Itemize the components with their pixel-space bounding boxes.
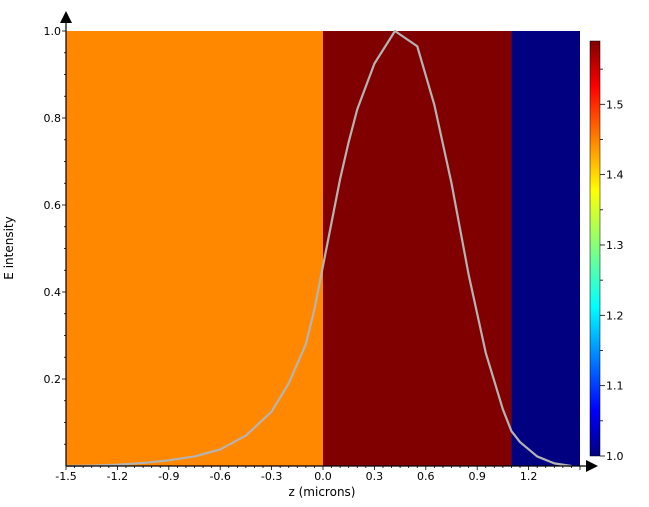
x-axis-ticks: -1.5 -1.2 -0.9 -0.6 -0.3 0.0 0.3 0.6 0.9 1.2 <box>55 466 581 483</box>
data-point <box>468 274 470 276</box>
y-tick-label: 0.8 <box>44 112 62 125</box>
x-tick-label: 1.2 <box>520 470 538 483</box>
intensity-curve-layer <box>65 29 573 468</box>
x-axis-label: z (microns) <box>289 485 356 499</box>
x-tick-label: 0.9 <box>468 470 486 483</box>
data-point <box>339 178 341 180</box>
y-axis-label: E intensity <box>2 216 16 279</box>
data-point <box>502 408 504 411</box>
data-point <box>330 221 333 223</box>
data-point <box>271 411 273 413</box>
data-point <box>322 265 324 267</box>
data-point <box>313 308 316 310</box>
data-point <box>245 434 247 437</box>
data-point <box>348 141 350 143</box>
colorbar-tick-label: 1.4 <box>606 169 624 182</box>
data-point <box>394 30 396 32</box>
data-point <box>356 108 358 110</box>
data-point <box>450 182 453 184</box>
y-tick-label: 0.2 <box>44 373 62 386</box>
colorbar-tick-label: 1.1 <box>606 380 624 393</box>
colorbar: 1.0 1.1 1.2 1.3 1.4 1.5 <box>589 40 624 463</box>
x-tick-label: 0.6 <box>417 470 435 483</box>
x-tick-label: 0.0 <box>314 470 332 483</box>
region-1 <box>323 31 512 466</box>
axes <box>60 11 598 472</box>
data-point <box>219 448 221 451</box>
data-point <box>373 63 375 65</box>
x-tick-label: -0.3 <box>261 470 282 483</box>
region-0 <box>66 31 323 466</box>
data-point <box>288 382 290 384</box>
colorbar-tick-label: 1.0 <box>606 450 624 463</box>
data-point <box>536 455 538 458</box>
x-tick-label: -0.9 <box>158 470 179 483</box>
y-tick-label: 0.6 <box>44 199 62 212</box>
colorbar-tick-label: 1.3 <box>606 239 624 252</box>
data-point <box>553 462 555 464</box>
intensity-curve <box>65 29 572 468</box>
data-point <box>305 343 307 345</box>
data-point <box>519 441 521 443</box>
y-tick-label: 0.4 <box>44 286 62 299</box>
x-tick-label: -0.6 <box>209 470 230 483</box>
colorbar-ticks: 1.0 1.1 1.2 1.3 1.4 1.5 <box>600 68 624 463</box>
colorbar-tick-label: 1.2 <box>606 309 624 322</box>
data-point <box>510 430 513 432</box>
data-point <box>116 464 118 466</box>
y-axis-ticks: 0.2 0.4 0.6 0.8 1.0 <box>44 25 66 445</box>
data-point <box>433 104 435 106</box>
x-tick-label: -1.2 <box>107 470 128 483</box>
data-point <box>168 459 170 461</box>
colorbar-tick-label: 1.5 <box>606 98 624 111</box>
x-tick-label: -1.5 <box>55 470 76 483</box>
y-axis-arrow <box>60 11 72 23</box>
data-point <box>416 45 418 47</box>
data-point <box>193 455 196 458</box>
colorbar-gradient <box>589 40 601 457</box>
y-tick-label: 1.0 <box>44 25 62 38</box>
x-tick-label: 0.3 <box>366 470 384 483</box>
region-2 <box>511 31 580 466</box>
x-axis-arrow <box>586 460 598 472</box>
refractive-index-regions <box>66 31 580 466</box>
data-point <box>485 352 487 354</box>
data-point <box>142 462 144 464</box>
